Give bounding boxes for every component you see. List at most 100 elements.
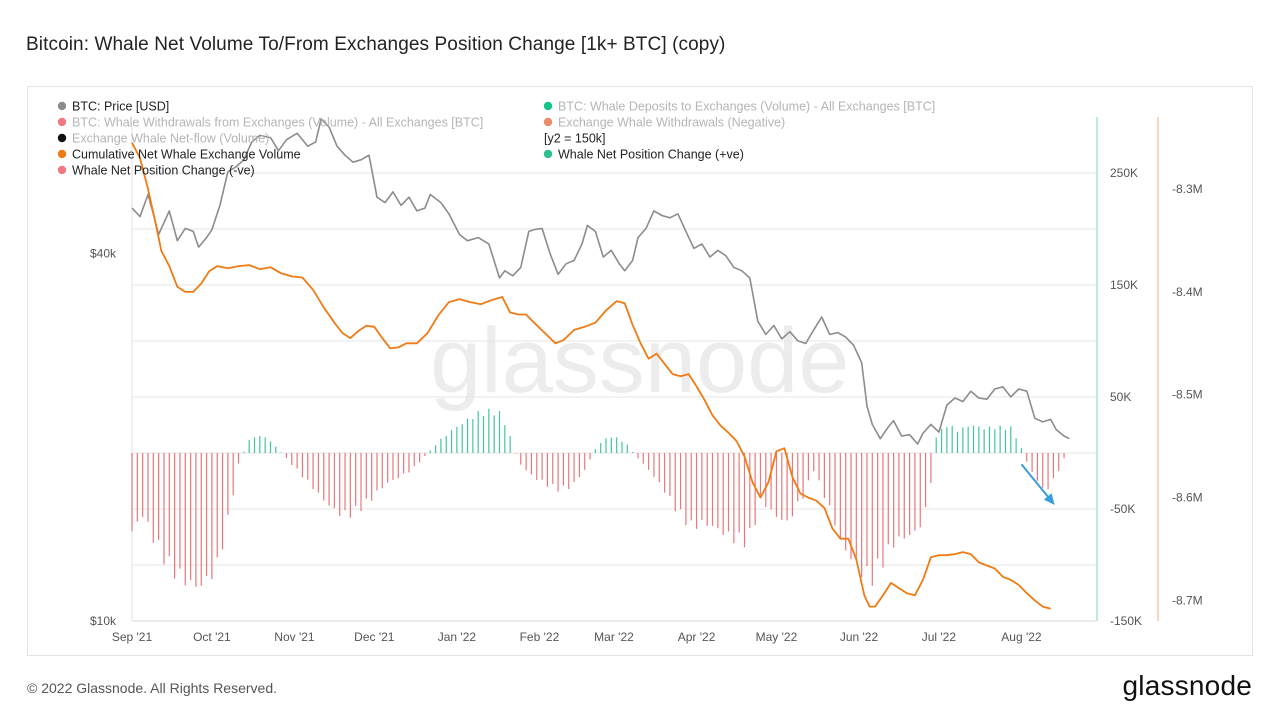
positive-bar <box>253 437 256 453</box>
positive-bar <box>440 438 442 453</box>
negative-bar <box>914 453 916 531</box>
negative-bar <box>893 453 895 548</box>
negative-bar <box>158 453 160 540</box>
negative-bar <box>584 453 586 470</box>
glassnode-logo[interactable]: glassnode <box>1122 670 1252 701</box>
legend-item[interactable]: Whale Net Position Change (-ve) <box>57 164 255 178</box>
negative-bar <box>323 453 325 501</box>
x-tick-label: Nov '21 <box>274 630 315 644</box>
legend-dot-icon <box>543 101 553 111</box>
cumulative-tick-label: -8.6M <box>1172 491 1203 505</box>
legend-label: BTC: Whale Withdrawals from Exchanges (V… <box>72 116 483 130</box>
negative-bar <box>136 453 138 522</box>
negative-bar <box>211 453 213 580</box>
positive-bar <box>275 446 277 453</box>
negative-bar <box>738 453 740 533</box>
negative-bar <box>701 453 703 520</box>
negative-bar <box>339 453 341 516</box>
negative-bar <box>312 453 314 490</box>
negative-bar <box>328 453 330 506</box>
negative-bar <box>301 453 304 478</box>
negative-bar <box>866 453 868 567</box>
legend-dot-icon <box>57 101 67 111</box>
negative-bar <box>759 453 762 495</box>
x-tick-label: Jan '22 <box>438 630 477 644</box>
x-tick-label: May '22 <box>756 630 798 644</box>
negative-bar <box>568 453 570 490</box>
negative-bar <box>227 453 229 515</box>
x-tick-label: Sep '21 <box>112 630 153 644</box>
negative-bar <box>355 453 357 506</box>
positive-bar <box>610 437 612 453</box>
negative-bar <box>296 453 298 469</box>
positive-bar <box>466 418 469 453</box>
negative-bar <box>669 453 671 496</box>
positive-bar <box>594 449 596 453</box>
positive-bar <box>1020 448 1023 453</box>
cumulative-tick-label: -8.3M <box>1172 182 1203 196</box>
positive-bar <box>935 437 937 453</box>
negative-bar <box>685 453 687 526</box>
positive-bar <box>940 428 943 453</box>
negative-bar <box>930 453 932 483</box>
negative-bar <box>717 453 719 529</box>
positive-bar <box>1010 426 1012 453</box>
negative-bar <box>205 453 208 576</box>
negative-bar <box>344 453 346 511</box>
negative-bar <box>829 453 831 506</box>
negative-bar <box>152 453 154 543</box>
positive-bar <box>461 424 463 453</box>
x-tick-label: Oct '21 <box>193 630 231 644</box>
negative-bar <box>871 453 873 586</box>
negative-bar <box>770 453 772 510</box>
annotation-arrow-head-icon <box>1043 493 1055 505</box>
positive-bar <box>450 430 453 453</box>
net-change-tick-label: 150K <box>1110 278 1138 292</box>
price-tick-label: $10k <box>90 614 117 628</box>
negative-bar <box>413 453 415 467</box>
negative-bar <box>924 453 927 508</box>
negative-bar <box>195 453 197 587</box>
legend-item[interactable]: Exchange Whale Withdrawals (Negative) <box>543 116 785 130</box>
legend-item[interactable]: BTC: Whale Withdrawals from Exchanges (V… <box>57 116 483 130</box>
legend-item[interactable]: BTC: Whale Deposits to Exchanges (Volume… <box>543 100 935 114</box>
positive-bar <box>967 426 969 453</box>
negative-bar <box>131 453 133 532</box>
positive-bar <box>951 426 953 453</box>
negative-bar <box>147 453 149 522</box>
x-tick-label: Jul '22 <box>922 630 957 644</box>
negative-bar <box>706 453 708 526</box>
positive-bar <box>504 425 506 453</box>
positive-bar <box>605 438 607 453</box>
negative-bar <box>216 453 218 558</box>
negative-bar <box>392 453 394 481</box>
positive-bar <box>978 426 980 453</box>
positive-bar <box>600 443 602 453</box>
positive-bar <box>946 427 948 453</box>
positive-bar <box>498 411 501 453</box>
negative-bar <box>834 453 836 526</box>
negative-bar <box>908 453 911 535</box>
negative-bar <box>142 453 144 518</box>
negative-bar <box>919 453 921 528</box>
legend-label: Whale Net Position Change (+ve) <box>558 148 744 162</box>
legend-item[interactable]: Whale Net Position Change (+ve) <box>543 148 744 162</box>
negative-bar <box>855 453 857 559</box>
negative-bar <box>578 453 580 478</box>
negative-bar <box>317 453 320 493</box>
legend-item[interactable]: BTC: Price [USD] <box>57 100 169 114</box>
legend-item[interactable]: [y2 = 150k] <box>544 132 606 146</box>
negative-bar <box>1036 453 1039 481</box>
negative-bar <box>1063 453 1065 459</box>
legend-item[interactable]: Cumulative Net Whale Exchange Volume <box>57 148 301 162</box>
net-change-bars <box>131 408 1065 587</box>
positive-bar <box>477 411 479 453</box>
positive-bar <box>429 450 431 453</box>
x-tick-label: Jun '22 <box>840 630 879 644</box>
legend-item[interactable]: Exchange Whale Net-flow (Volume) <box>57 132 270 146</box>
negative-bar <box>291 453 293 466</box>
chart-canvas: glassnode Sep '21 Oct '21 Nov '21 Dec '21 Ja… <box>57 100 1203 644</box>
legend-dot-icon <box>57 149 67 159</box>
negative-bar <box>743 453 746 548</box>
negative-bar <box>1058 453 1060 471</box>
